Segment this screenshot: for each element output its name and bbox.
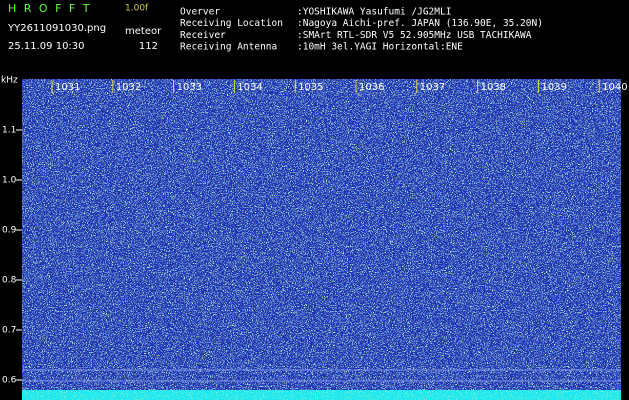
- axes: 1.1 1.0 0.9 0.8 0.7 0.6 1031 1032 1033 1034 1035 10…: [2, 80, 628, 386]
- info-label: Receiving Antenna: [180, 42, 277, 53]
- datetime: 25.11.09 10:30: [8, 41, 85, 52]
- file-name: YY2611091030.png: [7, 23, 106, 34]
- spectrogram: [22, 79, 621, 400]
- time-label: 1035: [298, 82, 323, 93]
- bottom-band-noise: [22, 390, 621, 400]
- info-label: Overver: [180, 7, 220, 18]
- y-label: 0.8: [2, 276, 17, 286]
- time-label: 1040: [602, 82, 627, 93]
- version: 1.00f: [125, 4, 149, 14]
- y-label: 0.7: [2, 326, 16, 336]
- info-value: :YOSHIKAWA Yasufumi /JG2MLI: [297, 7, 451, 18]
- y-label: 1.1: [2, 126, 16, 136]
- noise-yellow: [22, 79, 621, 390]
- time-label: 1033: [177, 82, 202, 93]
- y-label: 0.9: [2, 226, 17, 236]
- info-value: :Nagoya Aichi-pref. JAPAN (136.90E, 35.2…: [297, 18, 543, 29]
- time-label: 1036: [359, 82, 384, 93]
- info-label: Receiver: [180, 30, 226, 41]
- info-value: :10mH 3el.YAGI Horizontal:ENE: [297, 42, 463, 53]
- time-label: 1038: [481, 82, 506, 93]
- y-label: 0.6: [2, 376, 17, 386]
- time-label: 1034: [237, 82, 262, 93]
- time-label: 1039: [541, 82, 566, 93]
- time-label: 1037: [420, 82, 445, 93]
- app-name: H R O F F T: [8, 2, 91, 15]
- info-panel: Overver :YOSHIKAWA Yasufumi /JG2MLI Receiv…: [180, 7, 543, 53]
- time-label: 1031: [55, 82, 80, 93]
- count: 112: [139, 41, 158, 52]
- info-label: Receiving Location: [180, 18, 283, 29]
- y-label: 1.0: [2, 176, 17, 186]
- mode: meteor: [125, 26, 162, 37]
- y-unit: kHz: [1, 76, 18, 86]
- time-label: 1032: [116, 82, 141, 93]
- info-value: :SMArt RTL-SDR V5 52.905MHz USB TACHIKAW…: [297, 30, 532, 41]
